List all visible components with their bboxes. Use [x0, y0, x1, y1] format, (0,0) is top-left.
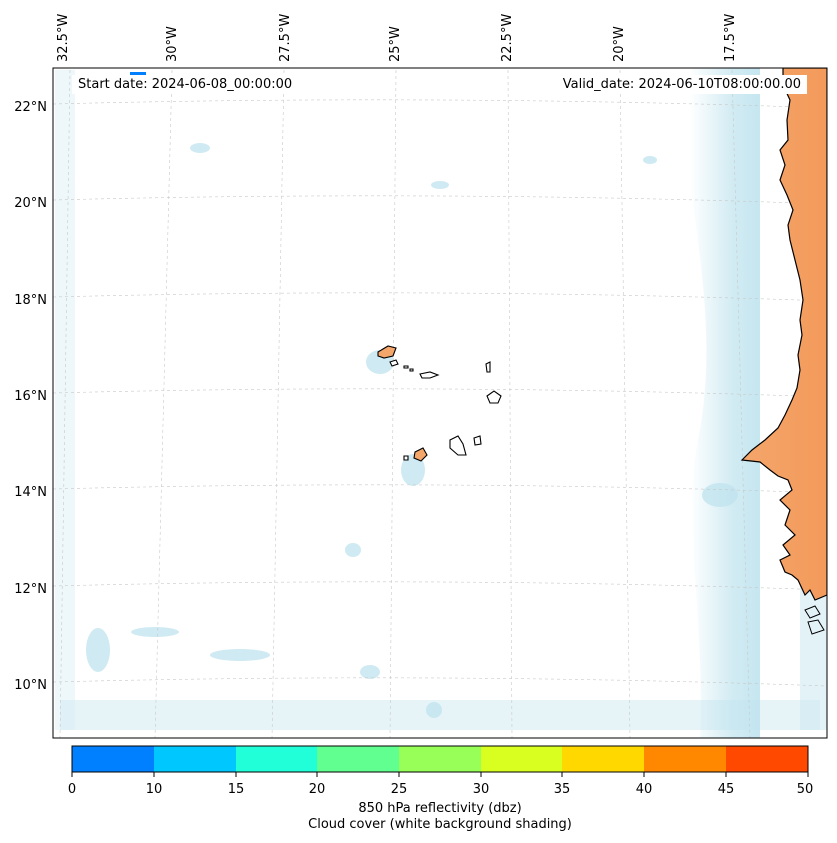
colorbar-segment-2 [236, 746, 317, 772]
colorbar-segment-0 [72, 746, 154, 772]
colorbar-tick-0: 0 [67, 782, 77, 797]
cape-verde-islands [377, 345, 502, 462]
colorbar-tick-50: 50 [796, 782, 814, 797]
lon-label-20: 20°W [612, 26, 627, 62]
lon-label-17.5: 17.5°W [723, 14, 738, 62]
lat-label-22: 22°N [14, 100, 47, 115]
lon-label-22.5: 22.5°W [500, 14, 515, 62]
reflectivity-speck [130, 72, 146, 75]
colorbar-title-line1: 850 hPa reflectivity (dbz) [358, 801, 522, 816]
colorbar-segment-5 [481, 746, 562, 772]
colorbar [71, 745, 809, 777]
lon-label-27.5: 27.5°W [278, 14, 293, 62]
start-date-label: Start date: 2024-06-08_00:00:00 [72, 75, 299, 94]
lon-label-25: 25°W [388, 26, 403, 62]
colorbar-tick-35: 35 [553, 782, 571, 797]
colorbar-segment-8 [726, 746, 808, 772]
colorbar-tick-30: 30 [472, 782, 490, 797]
colorbar-title-line2: Cloud cover (white background shading) [308, 817, 572, 832]
lat-label-14: 14°N [14, 485, 47, 500]
colorbar-segment-7 [644, 746, 726, 772]
lon-label-30: 30°W [165, 26, 180, 62]
lat-label-16: 16°N [14, 389, 47, 404]
valid-date-label: Valid_date: 2024-06-10T08:00:00.00 [556, 75, 807, 94]
colorbar-tick-25: 25 [390, 782, 408, 797]
longitude-labels: 32.5°W 30°W 27.5°W 25°W 22.5°W 20°W 17.5… [56, 14, 738, 62]
colorbar-tick-10: 10 [145, 782, 163, 797]
lat-label-12: 12°N [14, 582, 47, 597]
latitude-labels: 22°N 20°N 18°N 16°N 14°N 12°N 10°N [14, 100, 47, 693]
lat-label-18: 18°N [14, 293, 47, 308]
colorbar-segment-1 [154, 746, 236, 772]
colorbar-segment-6 [562, 746, 644, 772]
lon-label-32.5: 32.5°W [56, 14, 71, 62]
colorbar-frame [71, 745, 809, 773]
colorbar-tick-20: 20 [308, 782, 326, 797]
colorbar-segment-4 [399, 746, 481, 772]
map-frame [52, 67, 828, 739]
colorbar-segment-3 [317, 746, 399, 772]
colorbar-tick-15: 15 [227, 782, 245, 797]
colorbar-tick-45: 45 [717, 782, 735, 797]
colorbar-title: 850 hPa reflectivity (dbz) Cloud cover (… [0, 801, 837, 833]
lat-label-20: 20°N [14, 196, 47, 211]
guinea-islands [804, 605, 825, 635]
africa-land [740, 68, 827, 601]
colorbar-tick-40: 40 [635, 782, 653, 797]
gridlines [53, 69, 827, 738]
coastal-cloud-band [690, 68, 760, 738]
lat-label-10: 10°N [14, 678, 47, 693]
map-area [53, 68, 827, 738]
